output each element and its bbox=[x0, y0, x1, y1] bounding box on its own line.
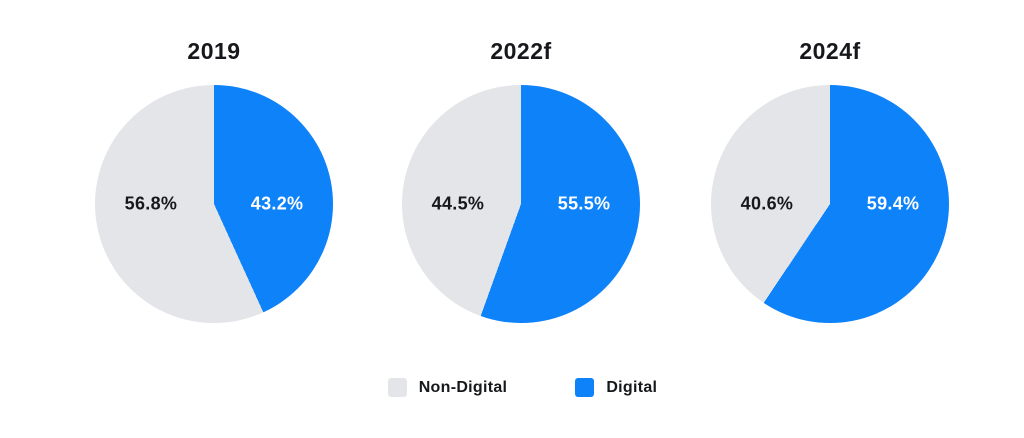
pie-title-2024f: 2024f bbox=[799, 38, 861, 64]
digital-percent-label: 55.5% bbox=[557, 193, 611, 214]
digital-percent-label: 59.4% bbox=[866, 193, 920, 214]
pie-2022f: 44.5% 55.5% bbox=[402, 85, 640, 323]
pie-2024f: 40.6% 59.4% bbox=[711, 85, 949, 323]
legend-label-non-digital: Non-Digital bbox=[418, 378, 508, 396]
legend-item-digital: Digital bbox=[575, 378, 657, 397]
pie-title-2019: 2019 bbox=[187, 38, 241, 64]
pie-chart-2019: 2019 56.8% 43.2% bbox=[95, 37, 333, 323]
legend: Non-Digital Digital bbox=[95, 378, 950, 397]
non-digital-percent-label: 56.8% bbox=[124, 193, 178, 214]
non-digital-percent-label: 44.5% bbox=[431, 193, 485, 214]
digital-percent-label: 43.2% bbox=[250, 193, 304, 214]
digital-swatch bbox=[575, 378, 595, 397]
pie-chart-2024f: 2024f 40.6% 59.4% bbox=[711, 37, 949, 323]
non-digital-percent-label: 40.6% bbox=[740, 193, 794, 214]
legend-item-non-digital: Non-Digital bbox=[387, 378, 508, 397]
legend-label-digital: Digital bbox=[606, 378, 658, 396]
pie-chart-2022f: 2022f 44.5% 55.5% bbox=[402, 37, 640, 323]
non-digital-swatch bbox=[387, 378, 407, 397]
pie-2019: 56.8% 43.2% bbox=[95, 85, 333, 323]
pie-title-2022f: 2022f bbox=[490, 38, 552, 64]
